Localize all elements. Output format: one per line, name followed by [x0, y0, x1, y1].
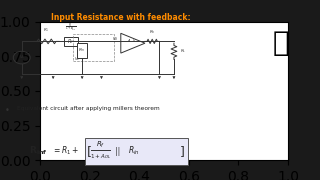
Text: ]: ] [180, 145, 185, 158]
Text: Equivalent circuit after applying millers theorem: Equivalent circuit after applying miller… [17, 106, 160, 111]
Text: $\mathbf{R_{inf}}$: $\mathbf{R_{inf}}$ [29, 145, 47, 158]
Text: •: • [5, 106, 10, 115]
Text: $1+A_{OL}$: $1+A_{OL}$ [90, 152, 111, 161]
Text: $\frac{R_f}{1+A_{OL}}$: $\frac{R_f}{1+A_{OL}}$ [65, 22, 76, 34]
Text: $R_o$: $R_o$ [149, 28, 156, 36]
Text: $R_f$: $R_f$ [96, 140, 105, 150]
Text: ||: || [115, 147, 120, 156]
Text: 👤: 👤 [273, 29, 289, 57]
Text: $V_1$: $V_1$ [74, 56, 80, 63]
Text: $= R_1 +$: $= R_1 +$ [52, 145, 79, 158]
Text: $R_{in}$: $R_{in}$ [78, 47, 86, 54]
FancyBboxPatch shape [64, 37, 78, 46]
Text: $V_s$: $V_s$ [19, 54, 25, 61]
Text: Input Resistance with feedback:: Input Resistance with feedback: [51, 13, 191, 22]
Text: $R_{in}$: $R_{in}$ [128, 145, 140, 158]
Text: $A_{OL}V_d$: $A_{OL}V_d$ [127, 38, 139, 45]
FancyBboxPatch shape [77, 43, 87, 58]
FancyBboxPatch shape [84, 138, 188, 165]
Text: $R_f$: $R_f$ [67, 37, 74, 46]
Text: $R_L$: $R_L$ [180, 48, 186, 55]
Text: $V_d$: $V_d$ [112, 36, 118, 43]
Text: [: [ [87, 145, 92, 158]
Text: $R_1$: $R_1$ [43, 27, 50, 34]
